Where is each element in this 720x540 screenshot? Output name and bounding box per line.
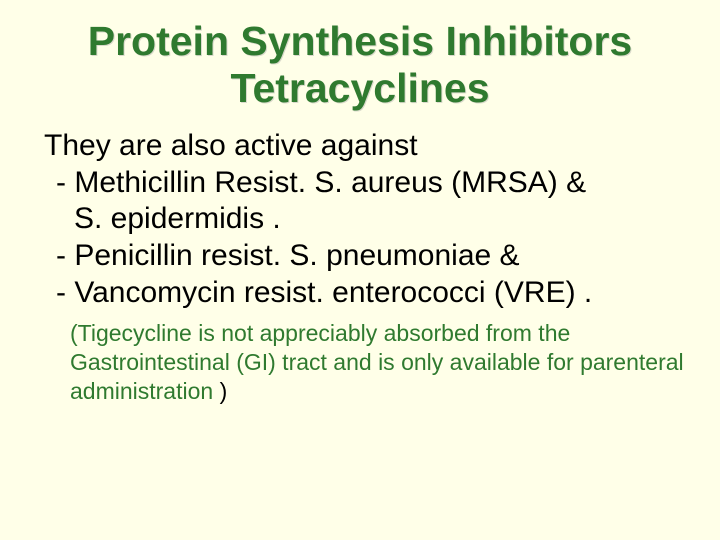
body-line-vre: - Vancomycin resist. enterococci (VRE) . xyxy=(44,275,686,312)
title-line-1: Protein Synthesis Inhibitors xyxy=(88,18,632,64)
note-line-2: Gastrointestinal (GI) tract and is only … xyxy=(70,349,574,375)
slide-title: Protein Synthesis Inhibitors Tetracyclin… xyxy=(34,18,686,112)
body-line-epidermidis: S. epidermidis . xyxy=(44,201,686,238)
note-close-paren: ) xyxy=(220,378,228,404)
body-line-intro: They are also active against xyxy=(44,128,686,165)
note-line-1: (Tigecycline is not appreciably absorbed… xyxy=(70,320,570,346)
body-text: They are also active against - Methicill… xyxy=(34,128,686,311)
body-line-mrsa: - Methicillin Resist. S. aureus (MRSA) & xyxy=(44,165,686,202)
title-line-2: Tetracyclines xyxy=(230,65,489,111)
note-text: (Tigecycline is not appreciably absorbed… xyxy=(34,319,686,405)
body-line-pneumoniae: - Penicillin resist. S. pneumoniae & xyxy=(44,238,686,275)
